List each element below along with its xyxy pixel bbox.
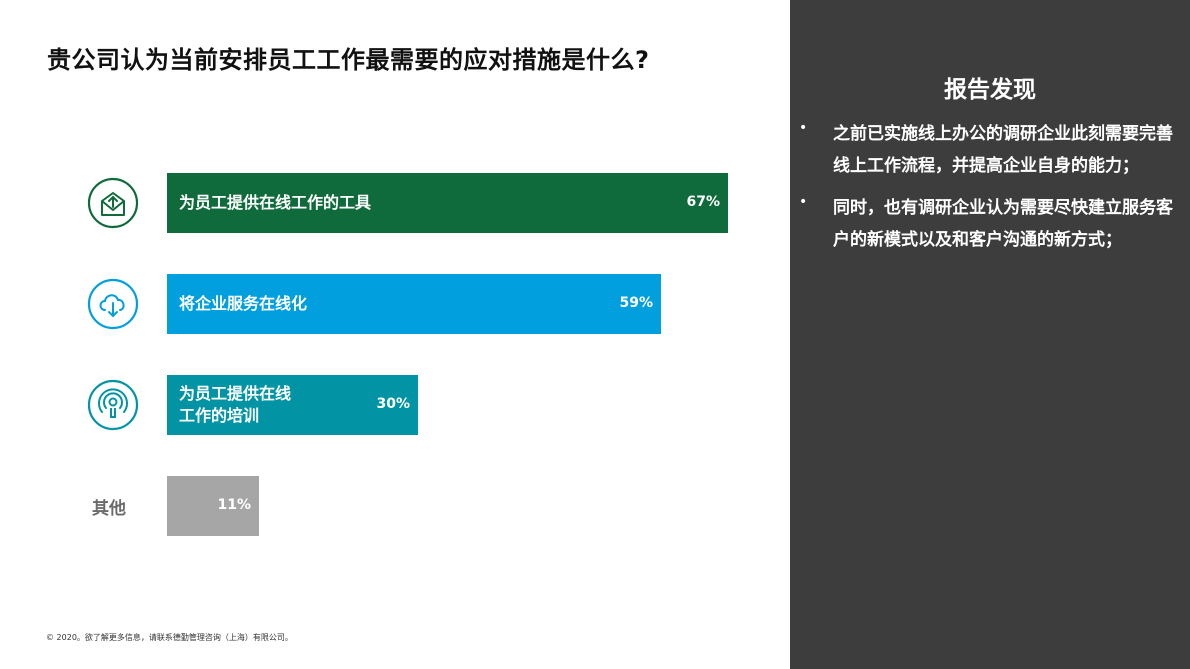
podcast-stem [110,408,116,418]
podcast-dot [108,397,118,407]
bar-category-label: 为员工提供在线 工作的培训 [179,383,291,427]
podcast-wave-inner [103,392,123,409]
icon-ring [87,278,139,330]
bar-chart: 为员工提供在线工作的工具 67% 将企业服务在线化 59% 为员工提供在线 工作的培训 30… [87,173,728,536]
bar-category-line: 为员工提供在线 [179,384,292,403]
icon-ring [87,177,139,229]
bullet-icon: • [799,194,808,210]
bar-category-label: 其他 [92,499,126,519]
envelope-flap [101,200,125,212]
bar-category-label: 为员工提供在线工作的工具 [179,192,371,214]
bar [167,476,259,536]
findings-list: • 之前已实施线上办公的调研企业此刻需要完善线上工作流程，并提高企业自身的能力；… [790,118,1190,266]
finding-text: 同时，也有调研企业认为需要尽快建立服务客户的新模式以及和客户沟通的新方式； [833,198,1173,250]
bar-value-label: 59% [619,295,653,311]
bar-value-label: 11% [217,497,251,513]
findings-panel: 报告发现 • 之前已实施线上办公的调研企业此刻需要完善线上工作流程，并提高企业自… [790,0,1190,669]
download-arrow [108,302,118,318]
bar [167,375,418,435]
podcast-icon [87,379,139,431]
cloud-outline [99,294,125,311]
finding-item: • 之前已实施线上办公的调研企业此刻需要完善线上工作流程，并提高企业自身的能力； [790,118,1190,182]
copyright-footer: © 2020。欲了解更多信息，请联系德勤管理咨询（上海）有限公司。 [46,633,293,642]
bar [167,173,728,233]
bullet-icon: • [799,120,808,136]
upload-arrow [108,195,118,208]
podcast-wave-outer [98,388,128,413]
bar-category-line: 将企业服务在线化 [179,294,308,313]
finding-text: 之前已实施线上办公的调研企业此刻需要完善线上工作流程，并提高企业自身的能力； [833,124,1173,176]
bar-chart-svg [87,173,728,536]
findings-title: 报告发现 [944,77,1036,103]
bar-category-line: 为员工提供在线工作的工具 [179,193,372,212]
icon-ring [87,379,139,431]
bar-value-label: 30% [376,396,410,412]
bar-category-line: 工作的培训 [179,406,260,425]
bar-category-label: 将企业服务在线化 [179,293,307,315]
finding-item: • 同时，也有调研企业认为需要尽快建立服务客户的新模式以及和客户沟通的新方式； [790,192,1190,256]
bar [167,274,661,334]
bar-value-label: 67% [686,194,720,210]
cloud-download-icon [87,278,139,330]
envelope-outline [101,192,125,216]
chart-title: 贵公司认为当前安排员工工作最需要的应对措施是什么? [47,46,650,74]
envelope-upload-icon [87,177,139,229]
